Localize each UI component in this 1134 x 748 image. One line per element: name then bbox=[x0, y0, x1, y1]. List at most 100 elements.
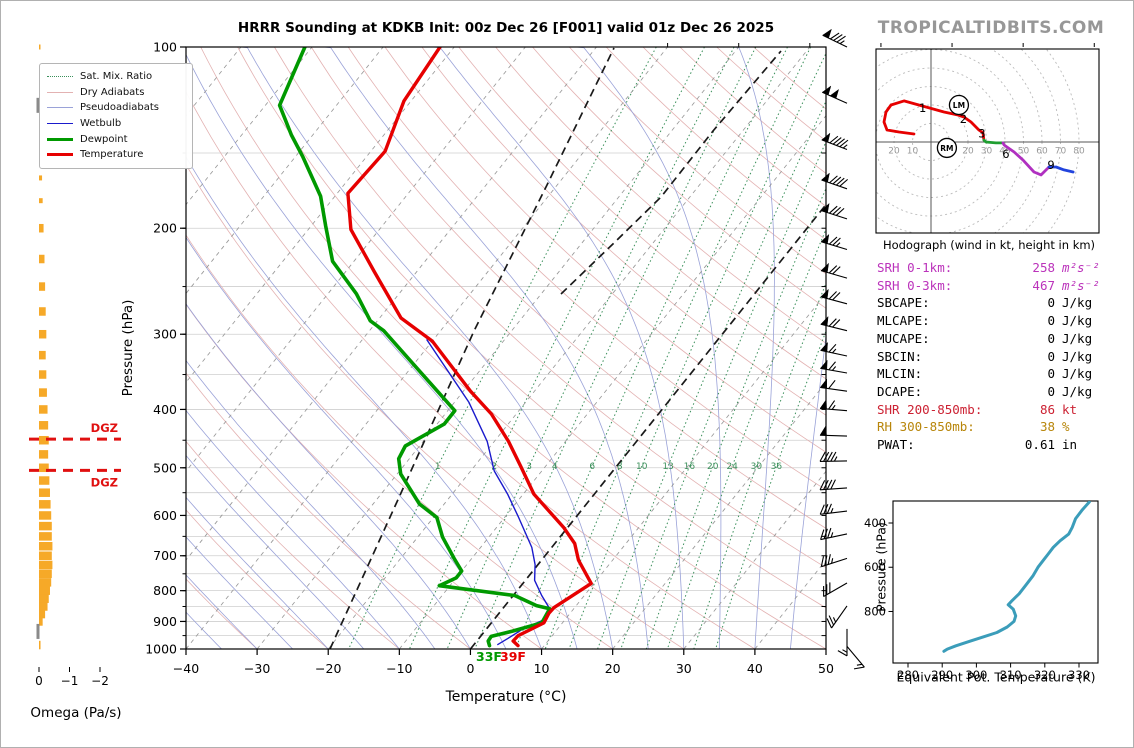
stat-value: 258 bbox=[1032, 260, 1055, 275]
stat-label: SHR 200-850mb: bbox=[877, 401, 983, 417]
omega-bar bbox=[39, 521, 52, 531]
omega-bar bbox=[39, 602, 48, 611]
omega-surface-marker bbox=[36, 623, 40, 639]
mixing-ratio-label: 4 bbox=[552, 462, 558, 472]
y-tick-label: 100 bbox=[153, 40, 177, 55]
pseudoadiabat bbox=[186, 303, 471, 649]
isotherm bbox=[399, 114, 826, 649]
stat-value: 0 bbox=[1047, 313, 1055, 329]
stats-panel: SRH 0-1km: 258 m²s⁻² SRH 0-3km: 467 m²s⁻² SBCA… bbox=[877, 259, 1115, 454]
dry-adiabat bbox=[569, 47, 826, 275]
ring-label: 70 bbox=[1055, 147, 1067, 157]
barb-full bbox=[827, 554, 831, 565]
barb-half bbox=[831, 366, 837, 371]
stat-row-mlcin: MLCIN: 0 J/kg bbox=[877, 365, 1115, 383]
barb-full bbox=[833, 34, 843, 41]
pseudoadiabat bbox=[186, 359, 436, 649]
legend-label: Sat. Mix. Ratio bbox=[80, 71, 153, 83]
stat-row-shr: SHR 200-850mb: 86 kt bbox=[877, 401, 1115, 419]
barb-full bbox=[823, 528, 828, 539]
x-tick-label: 20 bbox=[605, 661, 621, 676]
legend-item-wetbulb: Wetbulb bbox=[47, 116, 185, 132]
barb-pennant bbox=[820, 172, 830, 183]
pseudoadiabat bbox=[186, 236, 507, 649]
barb-full bbox=[828, 236, 838, 245]
legend-item-mixratio: Sat. Mix. Ratio bbox=[47, 69, 185, 85]
wind-barb bbox=[820, 262, 848, 279]
barb-pennant bbox=[822, 28, 832, 39]
barb-pennant bbox=[820, 202, 830, 213]
barb-full bbox=[828, 291, 837, 300]
stat-row-srh1: SRH 0-1km: 258 m²s⁻² bbox=[877, 259, 1115, 277]
hodograph: 20101020304050607080LMRM12369 bbox=[875, 48, 1100, 234]
x-tick-label: 0 bbox=[466, 661, 474, 676]
omega-bar bbox=[39, 511, 52, 520]
stat-value: 0 bbox=[1047, 295, 1055, 311]
omega-bar bbox=[39, 640, 41, 650]
skewt-background: 1 2 3 4 6 8 10 13 16 20 24 30 36 bbox=[186, 47, 826, 649]
barb-half bbox=[831, 558, 834, 564]
wind-barb bbox=[820, 172, 849, 190]
barb-full bbox=[819, 480, 826, 491]
barb-pennant bbox=[820, 233, 830, 244]
wind-barb bbox=[826, 605, 848, 629]
stat-value: 0 bbox=[1047, 330, 1055, 346]
omega-bar bbox=[39, 541, 53, 551]
stat-row-mlcape: MLCAPE: 0 J/kg bbox=[877, 312, 1115, 330]
omega-bar bbox=[39, 254, 45, 264]
barb-half bbox=[832, 348, 837, 354]
barb-full bbox=[824, 555, 828, 566]
mixing-ratio-label: 30 bbox=[751, 462, 763, 472]
pseudoadiabat bbox=[576, 47, 722, 649]
wind-barb bbox=[820, 341, 848, 357]
y-tick-label: 700 bbox=[153, 548, 177, 563]
dry-adiabat bbox=[237, 47, 826, 609]
isotherm bbox=[256, 47, 740, 649]
wind-barb bbox=[821, 85, 848, 104]
barb-full bbox=[823, 451, 830, 462]
stat-value: 467 bbox=[1032, 277, 1055, 293]
dry-adiabat bbox=[642, 47, 826, 207]
mixing-ratio-label: 2 bbox=[491, 462, 497, 472]
barb-full bbox=[826, 451, 833, 462]
barb-full bbox=[819, 504, 825, 515]
te-x-tick-label: 320 bbox=[1034, 668, 1056, 682]
barb-half bbox=[842, 144, 848, 149]
omega-tick-label: −1 bbox=[61, 674, 79, 688]
storm-motion-marker bbox=[948, 94, 970, 116]
mixing-ratio-line bbox=[715, 329, 826, 649]
te-y-tick-label: 800 bbox=[864, 604, 886, 618]
x-tick-label: 50 bbox=[818, 661, 834, 676]
barb-full bbox=[829, 175, 838, 184]
mixing-ratio-label: 3 bbox=[526, 462, 532, 472]
wind-barb bbox=[823, 582, 848, 597]
sounding-curves bbox=[277, 47, 593, 648]
barb-full bbox=[830, 451, 837, 462]
barb-full bbox=[827, 527, 832, 539]
barb-full bbox=[830, 479, 836, 490]
pseudoadiabat bbox=[733, 47, 775, 649]
barb-full bbox=[832, 292, 841, 301]
dry-adiabat bbox=[458, 47, 826, 380]
omega-bar bbox=[39, 175, 43, 181]
stat-label: RH 300-850mb: bbox=[877, 419, 975, 435]
barb-full bbox=[828, 361, 836, 371]
pseudoadiabat bbox=[790, 333, 826, 649]
barb-pennant bbox=[820, 262, 829, 273]
omega-bar bbox=[39, 388, 47, 397]
stat-unit: in bbox=[1062, 437, 1078, 453]
stat-label: MLCIN: bbox=[877, 366, 923, 382]
stat-unit: J/kg bbox=[1062, 348, 1093, 364]
y-tick-label: 1000 bbox=[145, 642, 177, 657]
barb-pennant bbox=[821, 132, 831, 143]
barb-full bbox=[828, 615, 835, 626]
dry-adiabat bbox=[384, 47, 826, 453]
height-km-label: 2 bbox=[960, 112, 967, 126]
mixing-ratio-line bbox=[666, 227, 826, 649]
mixing-ratio-label: 13 bbox=[662, 462, 673, 472]
te-x-tick-label: 290 bbox=[931, 668, 953, 682]
stat-label: MUCAPE: bbox=[877, 330, 930, 346]
omega-bar bbox=[39, 282, 46, 291]
